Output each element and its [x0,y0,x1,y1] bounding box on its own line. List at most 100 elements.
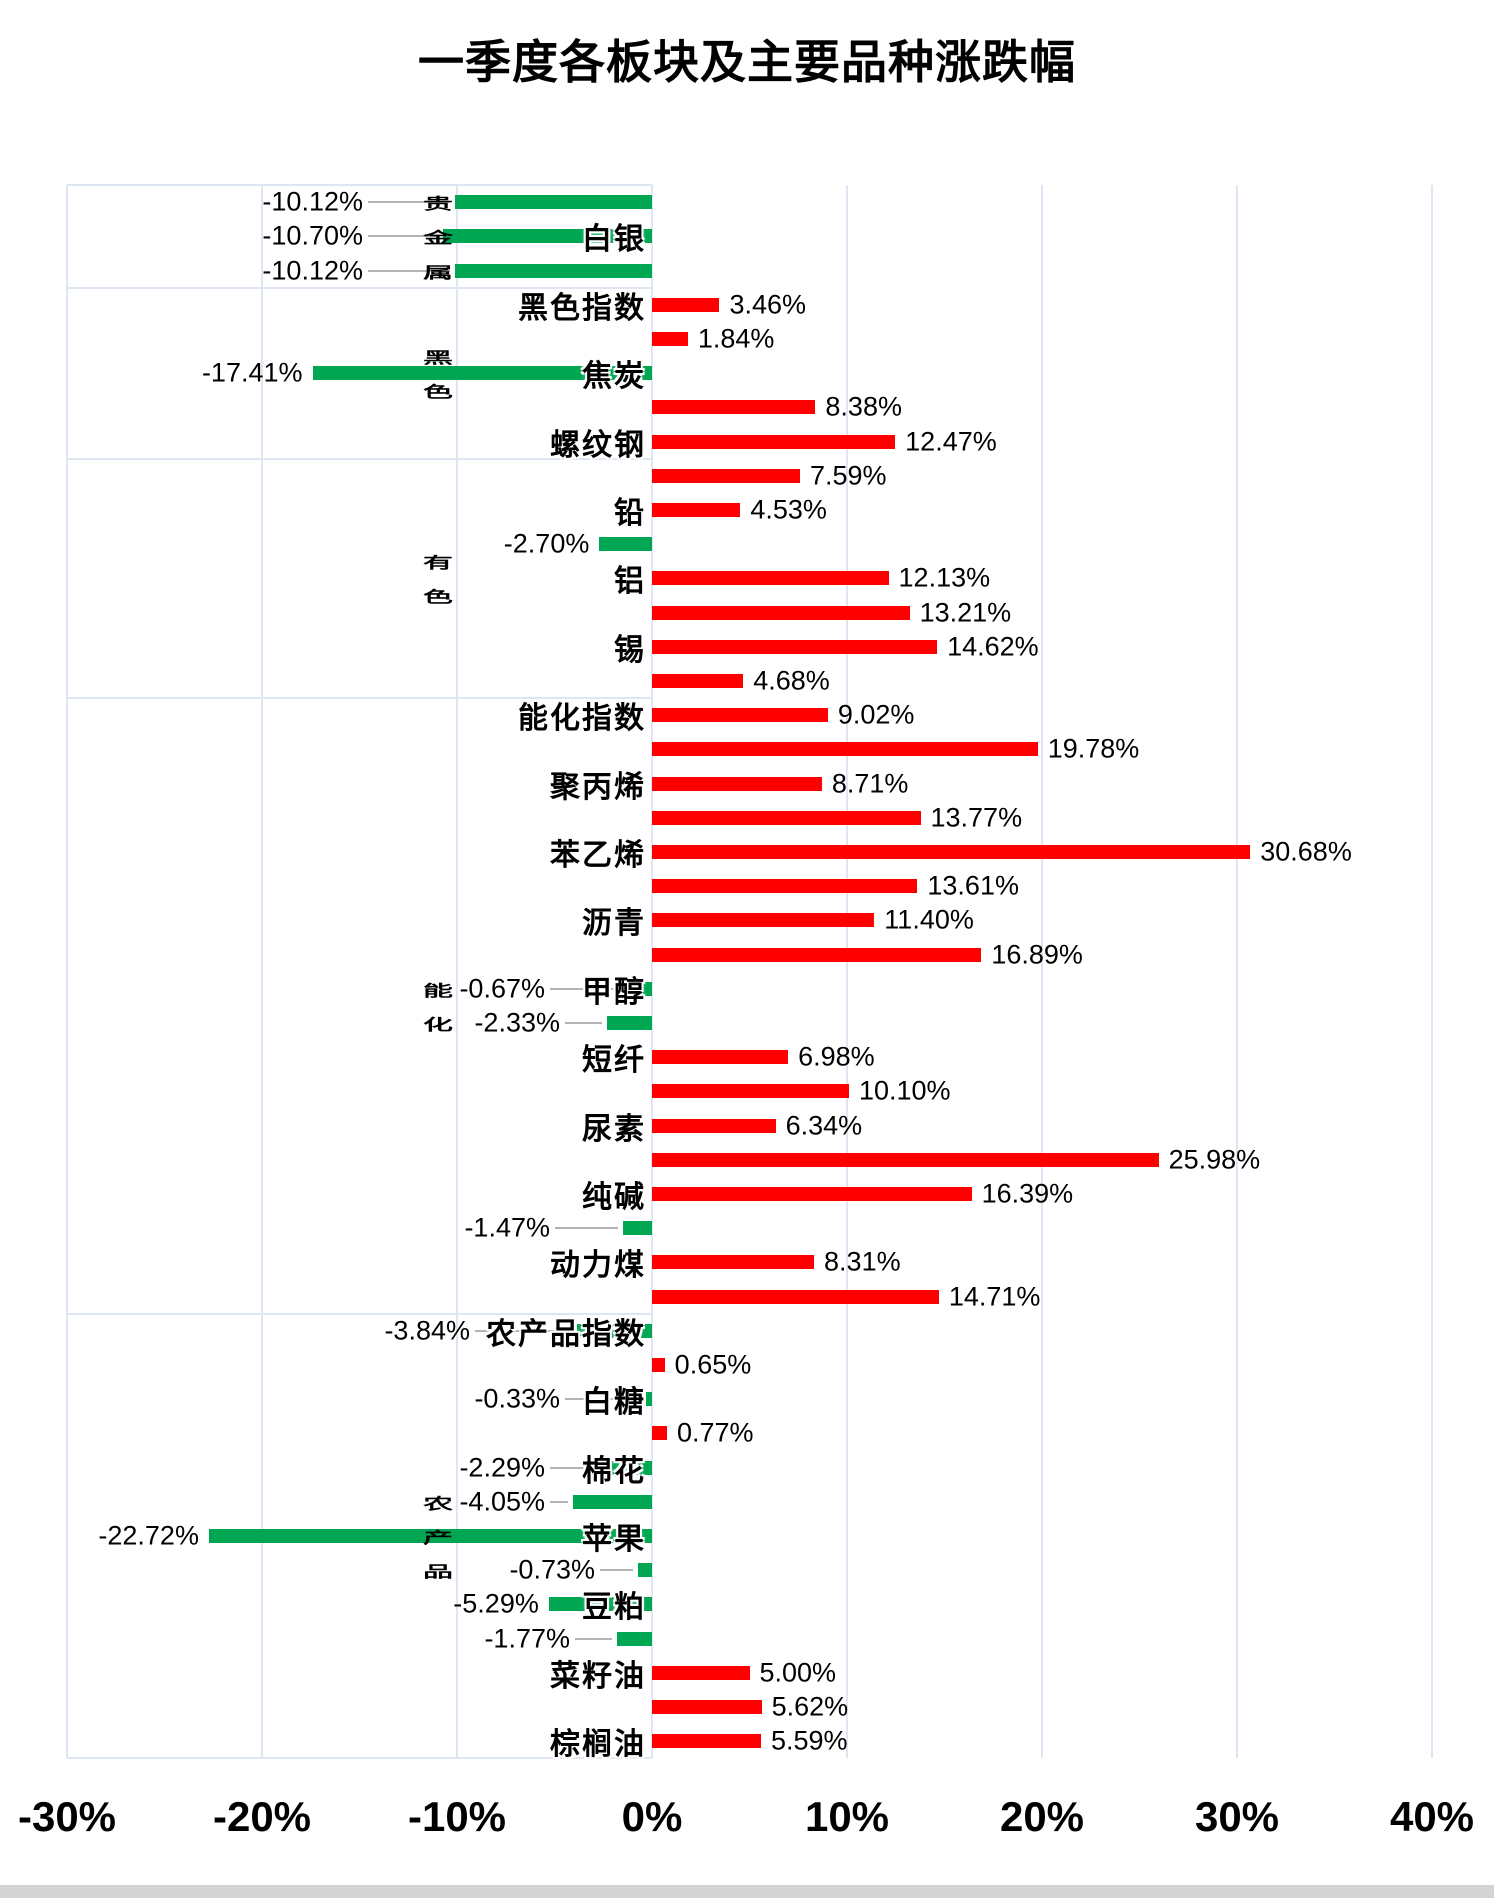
positive-bar [652,1186,972,1201]
leader-line [368,269,450,272]
leader-line [575,1637,613,1640]
value-label: 6.98% [798,1041,875,1072]
value-label: 4.68% [753,665,830,696]
x-gridline [66,185,68,1758]
value-label: 8.31% [824,1246,901,1277]
leader-line [550,1466,603,1469]
group-axis-label: 黑 [423,349,453,367]
leader-line [565,1021,602,1024]
negative-bar [548,1597,652,1612]
value-label: 14.62% [947,631,1039,662]
negative-bar [623,1221,652,1236]
group-axis-label: 有 [423,554,453,572]
value-label: -3.84% [384,1315,470,1346]
x-gridline [846,185,848,1758]
x-axis-tick-label: 0% [621,1793,683,1840]
x-gridline [1431,185,1433,1758]
value-label: -2.70% [503,528,590,559]
category-label: 白银 [582,223,646,257]
group-axis-label: 能 [423,981,453,1000]
value-label: 5.00% [759,1657,837,1688]
positive-bar [652,1699,762,1714]
value-label: 12.13% [898,562,991,593]
x-axis-tick-label: 20% [999,1793,1085,1840]
x-axis-tick-label: -20% [212,1793,312,1840]
negative-bar [599,537,652,552]
value-label: 1.84% [697,323,775,354]
positive-bar [652,1118,776,1133]
group-separator-line [67,1757,652,1760]
group-axis-label: 农 [423,1494,453,1513]
value-label: 7.59% [810,460,887,491]
negative-bar [208,1528,652,1543]
category-label: 短纤 [582,1044,646,1078]
leader-line [600,1569,633,1572]
value-label: -0.33% [474,1383,560,1414]
group-axis-label: 色 [423,588,453,606]
category-label: 农产品指数 [486,1317,646,1351]
group-separator-line [67,457,652,460]
x-axis-tick-label: 10% [804,1793,890,1840]
negative-bar [454,195,652,210]
x-axis-tick-label: -10% [407,1793,507,1840]
group-separator-line [67,286,652,289]
positive-bar [652,1084,849,1099]
value-label: 14.71% [948,1281,1041,1311]
group-separator-line [67,184,652,186]
value-label: 8.71% [831,768,909,798]
leader-line [550,1500,569,1503]
category-label: 动力煤 [550,1249,646,1283]
value-label: 8.38% [825,391,902,422]
category-label: 黑色指数 [518,291,646,325]
value-label: 13.77% [930,802,1023,833]
category-label: 苹果 [582,1522,646,1556]
positive-bar [652,1255,815,1270]
value-label: 13.21% [919,597,1012,627]
positive-bar [652,297,720,312]
category-label: 甲醇 [582,975,646,1009]
positive-bar [652,571,889,586]
positive-bar [652,639,938,654]
positive-bar [652,502,741,517]
value-label: 16.39% [981,1178,1074,1209]
x-gridline [651,185,653,1758]
chart-title: 一季度各板块及主要品种涨跌幅 [418,36,1076,88]
negative-bar [573,1494,652,1509]
leader-line [368,201,450,204]
negative-bar [443,229,652,244]
positive-bar [652,776,822,791]
group-axis-label: 色 [423,383,453,401]
positive-bar [652,844,1251,859]
positive-bar [652,947,982,962]
category-label: 豆粕 [582,1591,646,1625]
value-label: -2.33% [474,1007,560,1038]
category-label: 铝 [614,565,646,599]
category-label: 棕榈油 [550,1728,646,1762]
positive-bar [652,605,910,620]
negative-bar [645,1392,652,1407]
positive-bar [652,810,921,825]
category-label: 菜籽油 [550,1659,646,1693]
positive-bar [652,468,800,483]
value-label: 13.61% [927,870,1019,901]
value-label: 4.53% [750,494,827,525]
value-label: 0.65% [674,1349,752,1380]
negative-bar [577,1323,652,1338]
positive-bar [652,434,896,449]
positive-bar [652,1289,939,1304]
x-axis-tick-label: -30% [17,1793,117,1840]
category-label: 螺纹钢 [550,428,646,462]
negative-bar [638,981,652,996]
leader-line [368,235,439,238]
negative-bar [606,1015,652,1030]
group-separator-line [67,1312,652,1315]
value-label: -10.70% [262,220,363,251]
positive-bar [652,1734,761,1749]
value-label: 3.46% [729,289,807,320]
value-label: -5.29% [453,1588,539,1619]
value-label: 5.59% [771,1725,848,1756]
positive-bar [652,879,918,894]
category-label: 白糖 [582,1386,646,1420]
positive-bar [652,913,875,928]
